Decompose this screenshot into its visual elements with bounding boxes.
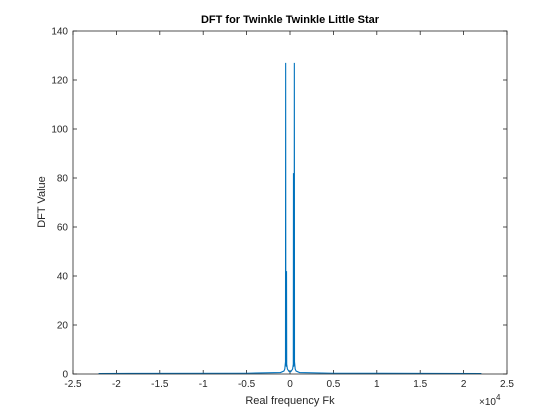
x-exponent-power: 4 bbox=[496, 393, 501, 402]
x-tick-label: -2.5 bbox=[64, 379, 82, 390]
x-tick-label: 2 bbox=[461, 379, 467, 390]
x-tick-label: -1.5 bbox=[151, 379, 169, 390]
series-line bbox=[98, 62, 482, 375]
y-tick-label: 120 bbox=[51, 76, 68, 87]
axis-ticks: -2.5 -2 -1.5 -1 -0.5 0 0.5 1 1.5 2 2.5 0 20 40 60 80 100… bbox=[51, 27, 514, 391]
x-tick-label: 1.5 bbox=[413, 379, 427, 390]
y-tick-label: 60 bbox=[57, 223, 69, 234]
x-tick-label: -1 bbox=[199, 379, 208, 390]
x-tick-label: 0.5 bbox=[326, 379, 340, 390]
chart-title: DFT for Twinkle Twinkle Little Star bbox=[201, 14, 380, 26]
x-tick-label: 0 bbox=[287, 379, 293, 390]
y-tick-label: 20 bbox=[57, 321, 69, 332]
x-tick-label: -2 bbox=[112, 379, 121, 390]
series-layer bbox=[98, 62, 482, 375]
x-tick-label: -0.5 bbox=[238, 379, 256, 390]
y-tick-label: 80 bbox=[57, 174, 69, 185]
y-axis-label: DFT Value bbox=[36, 176, 48, 228]
x-tick-label: 1 bbox=[374, 379, 380, 390]
x-exponent-base: ×10 bbox=[479, 397, 496, 408]
x-axis-label: Real frequency Fk bbox=[245, 395, 335, 407]
x-exponent-label: ×104 bbox=[479, 393, 501, 408]
y-tick-label: 140 bbox=[51, 27, 68, 38]
plot-area bbox=[73, 31, 507, 374]
axes-box bbox=[72, 30, 508, 375]
y-tick-label: 100 bbox=[51, 125, 68, 136]
x-tick-label: 2.5 bbox=[500, 379, 514, 390]
y-tick-label: 0 bbox=[62, 370, 68, 381]
y-tick-label: 40 bbox=[57, 272, 69, 283]
